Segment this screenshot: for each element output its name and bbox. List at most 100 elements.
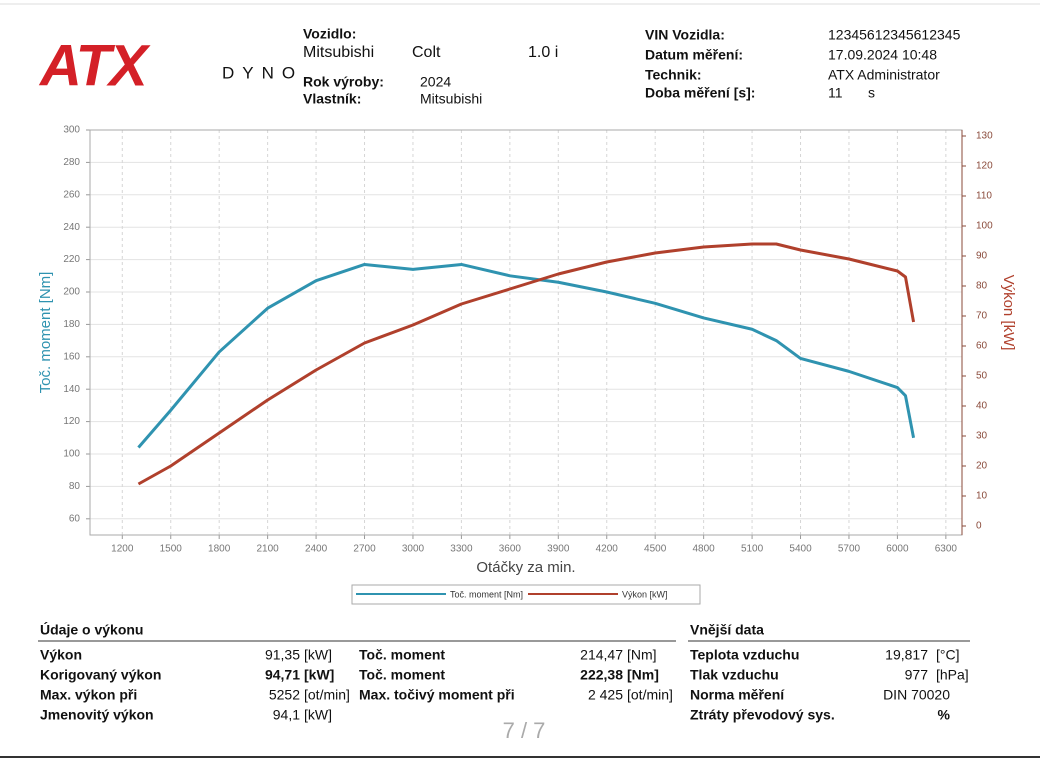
label: Vozidlo: bbox=[303, 26, 356, 42]
row-value: 977 bbox=[905, 667, 929, 683]
x-tick-label: 2100 bbox=[257, 544, 280, 555]
plot-frame bbox=[89, 129, 963, 536]
y-tick-label: 100 bbox=[63, 449, 80, 460]
x-tick-label: 3600 bbox=[499, 544, 522, 555]
y-tick-label: 140 bbox=[63, 384, 80, 395]
x-tick-label: 2400 bbox=[305, 544, 328, 555]
y-axis-label: Toč. moment [Nm] bbox=[37, 272, 54, 394]
logo-sub: DYNO bbox=[222, 63, 303, 82]
row-label: Toč. moment bbox=[359, 667, 445, 683]
label: Vlastník: bbox=[303, 91, 361, 107]
row-unit: [ot/min] bbox=[304, 687, 350, 703]
y-tick-label: 260 bbox=[63, 189, 80, 200]
y2-tick-label: 100 bbox=[976, 221, 993, 232]
label: Datum měření: bbox=[645, 47, 743, 63]
value: Mitsubishi bbox=[303, 44, 374, 61]
row-unit: [kW] bbox=[304, 667, 334, 683]
row-value: 2 425 bbox=[588, 687, 623, 703]
x-tick-label: 5700 bbox=[838, 544, 861, 555]
value: Colt bbox=[412, 44, 441, 61]
value: 12345612345612345 bbox=[828, 27, 961, 43]
row-label: Norma měření bbox=[690, 687, 785, 703]
row-value: % bbox=[938, 707, 951, 723]
y2-tick-label: 120 bbox=[976, 161, 993, 172]
y-tick-label: 80 bbox=[69, 481, 81, 492]
row-value: 94,1 bbox=[273, 707, 300, 723]
label: Technik: bbox=[645, 67, 702, 83]
y2-axis-label: Výkon [kW] bbox=[1000, 275, 1017, 351]
x-tick-label: 4200 bbox=[596, 544, 619, 555]
value: s bbox=[868, 85, 875, 101]
value: 2024 bbox=[420, 74, 451, 90]
y2-tick-label: 30 bbox=[976, 431, 988, 442]
row-unit: [°C] bbox=[936, 647, 960, 663]
row-unit: [kW] bbox=[304, 647, 332, 663]
row-label: Teplota vzduchu bbox=[690, 647, 799, 663]
y2-tick-label: 40 bbox=[976, 401, 988, 412]
x-tick-label: 5400 bbox=[789, 544, 812, 555]
row-unit: [Nm] bbox=[627, 647, 657, 663]
y-tick-label: 180 bbox=[63, 319, 80, 330]
value: 1.0 i bbox=[528, 44, 558, 61]
y-tick-label: 220 bbox=[63, 254, 80, 265]
x-tick-label: 3900 bbox=[547, 544, 570, 555]
section-title: Vnější data bbox=[690, 622, 764, 638]
row-label: Max. točivý moment při bbox=[359, 687, 515, 703]
row-value: 214,47 bbox=[580, 647, 623, 663]
row-value: 222,38 bbox=[580, 667, 623, 683]
row-label: Jmenovitý výkon bbox=[40, 707, 154, 723]
legend-label: Toč. moment [Nm] bbox=[450, 589, 523, 599]
y2-tick-label: 60 bbox=[976, 341, 988, 352]
x-tick-label: 1500 bbox=[160, 544, 183, 555]
row-value: DIN 70020 bbox=[883, 687, 950, 703]
label: Rok výroby: bbox=[303, 74, 384, 90]
x-tick-label: 6000 bbox=[886, 544, 909, 555]
legend-label: Výkon [kW] bbox=[622, 589, 668, 599]
y2-tick-label: 90 bbox=[976, 251, 988, 262]
y2-tick-label: 80 bbox=[976, 281, 988, 292]
row-unit: [Nm] bbox=[627, 667, 659, 683]
y2-tick-label: 10 bbox=[976, 491, 988, 502]
x-tick-label: 3000 bbox=[402, 544, 425, 555]
y-tick-label: 300 bbox=[63, 125, 80, 136]
row-label: Výkon bbox=[40, 647, 82, 663]
value: ATX Administrator bbox=[828, 67, 940, 83]
y-tick-label: 240 bbox=[63, 222, 80, 233]
y-tick-label: 280 bbox=[63, 157, 80, 168]
x-tick-label: 4500 bbox=[644, 544, 667, 555]
value: 11 bbox=[828, 85, 843, 101]
series-line bbox=[137, 262, 916, 449]
row-value: 91,35 bbox=[265, 647, 300, 663]
legend-box bbox=[351, 584, 701, 605]
row-value: 94,71 bbox=[265, 667, 300, 683]
row-value: 5252 bbox=[269, 687, 300, 703]
y2-tick-label: 20 bbox=[976, 461, 988, 472]
y-tick-label: 120 bbox=[63, 416, 80, 427]
row-unit: [kW] bbox=[304, 707, 332, 723]
value: 17.09.2024 10:48 bbox=[828, 47, 937, 63]
x-tick-label: 1200 bbox=[111, 544, 134, 555]
y2-tick-label: 110 bbox=[976, 191, 992, 202]
x-tick-label: 4800 bbox=[693, 544, 716, 555]
x-tick-label: 5100 bbox=[741, 544, 764, 555]
label: Doba měření [s]: bbox=[645, 85, 755, 101]
x-tick-label: 6300 bbox=[935, 544, 958, 555]
y2-tick-label: 130 bbox=[976, 131, 993, 142]
y2-tick-label: 50 bbox=[976, 371, 988, 382]
section-title: Údaje o výkonu bbox=[40, 621, 143, 638]
value: Mitsubishi bbox=[420, 91, 482, 107]
y2-tick-label: 70 bbox=[976, 311, 988, 322]
row-label: Korigovaný výkon bbox=[40, 667, 161, 683]
y-tick-label: 60 bbox=[69, 513, 81, 524]
y-tick-label: 160 bbox=[63, 351, 80, 362]
row-unit: [ot/min] bbox=[627, 687, 673, 703]
row-label: Toč. moment bbox=[359, 647, 445, 663]
x-axis-label: Otáčky za min. bbox=[476, 559, 575, 576]
series-line bbox=[137, 242, 916, 486]
row-unit: [hPa] bbox=[936, 667, 969, 683]
x-tick-label: 3300 bbox=[450, 544, 473, 555]
logo: ATX bbox=[38, 33, 151, 98]
page-number: 7 / 7 bbox=[503, 718, 546, 743]
x-tick-label: 2700 bbox=[353, 544, 376, 555]
